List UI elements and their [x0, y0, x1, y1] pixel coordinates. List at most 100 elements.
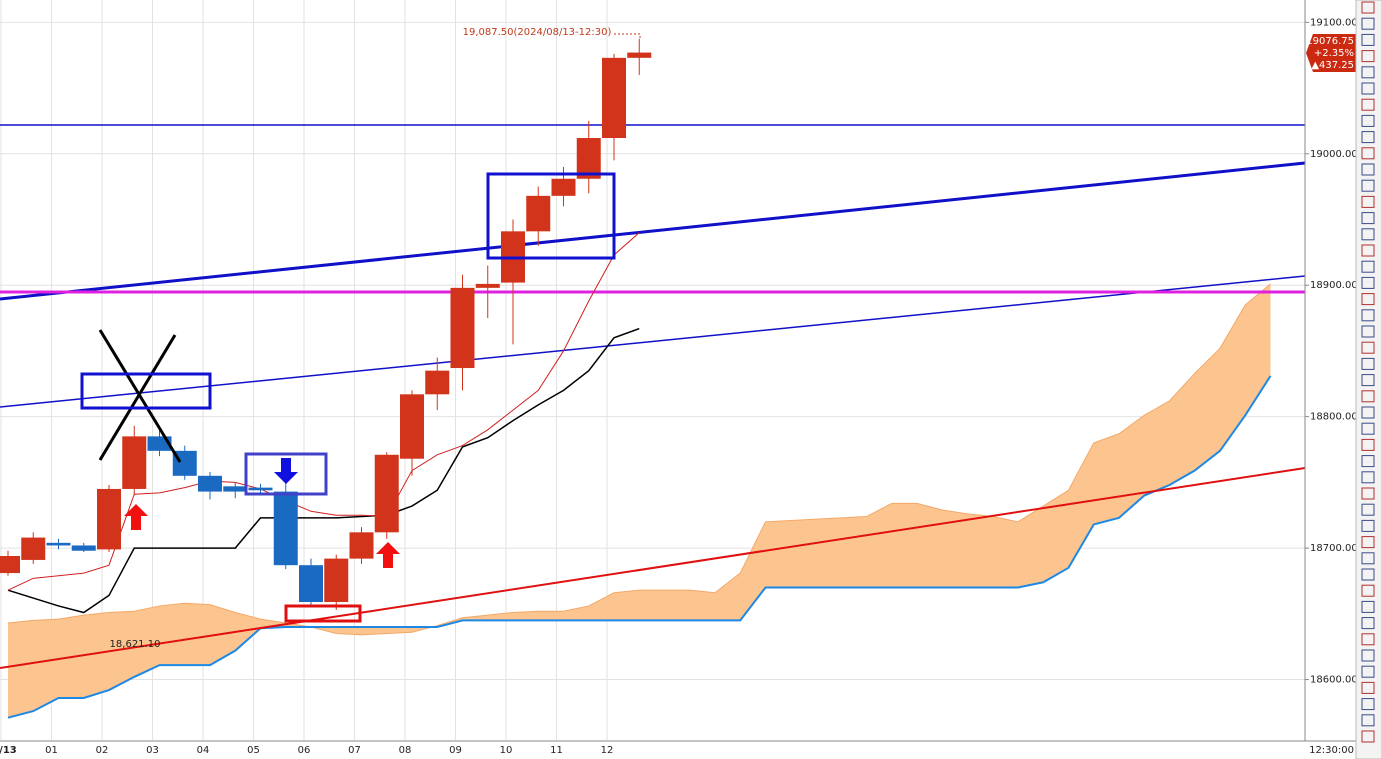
tool-icon[interactable]: [1361, 82, 1375, 95]
cloud: [7, 283, 1272, 719]
tool-icon[interactable]: [1361, 276, 1375, 289]
cloud-fill: [8, 283, 1271, 718]
candle-body: [299, 565, 323, 602]
x-tick-label: 12: [601, 745, 614, 756]
x-tick-label: 09: [449, 745, 462, 756]
tool-icon[interactable]: [1361, 617, 1375, 630]
tool-icon[interactable]: [1361, 293, 1375, 306]
trend-line: [0, 161, 1306, 301]
candle-body: [374, 454, 399, 533]
x-tick-label: 11: [550, 745, 563, 756]
x-tick-label: 10: [500, 745, 513, 756]
box: [284, 604, 362, 623]
tool-icon[interactable]: [1361, 681, 1375, 694]
tool-icon[interactable]: [1361, 471, 1375, 484]
candle-body: [21, 537, 46, 560]
tool-icon[interactable]: [1361, 568, 1375, 581]
candle-body: [324, 558, 349, 602]
tool-icon[interactable]: [1361, 438, 1375, 451]
tool-icon[interactable]: [1361, 179, 1375, 192]
candle-body: [576, 138, 601, 179]
tool-icon[interactable]: [1361, 260, 1375, 273]
price-tag: [1306, 34, 1356, 72]
indicator-line: [7, 327, 640, 614]
tool-icon[interactable]: [1361, 228, 1375, 241]
tool-icon[interactable]: [1361, 33, 1375, 46]
tool-icon[interactable]: [1361, 633, 1375, 646]
toolbar: [1355, 0, 1382, 759]
tool-icon[interactable]: [1361, 147, 1375, 160]
tool-icon[interactable]: [1361, 519, 1375, 532]
candle-body: [475, 283, 500, 288]
tool-icon[interactable]: [1361, 487, 1375, 500]
x-tick-label: 07: [348, 745, 361, 756]
toolbar-icons: [1361, 1, 1375, 743]
candle-body: [0, 555, 20, 574]
tool-icon[interactable]: [1361, 649, 1375, 662]
tool-icon[interactable]: [1361, 730, 1375, 743]
tool-icon[interactable]: [1361, 552, 1375, 565]
price-value: 19076.75: [1306, 36, 1354, 47]
x-tick-label: 04: [197, 745, 210, 756]
candle-body: [248, 487, 273, 491]
tool-icon[interactable]: [1361, 584, 1375, 597]
candle-body: [526, 195, 551, 232]
tool-icon[interactable]: [1361, 341, 1375, 354]
cross-stroke: [98, 334, 177, 461]
tool-icon[interactable]: [1361, 374, 1375, 387]
tool-icon[interactable]: [1361, 50, 1375, 63]
tool-icon[interactable]: [1361, 195, 1375, 208]
candle-body: [71, 545, 96, 551]
box: [486, 172, 616, 260]
tool-icon[interactable]: [1361, 600, 1375, 613]
candle-body: [551, 178, 576, 196]
tool-icon[interactable]: [1361, 536, 1375, 549]
high-annotation: 19,087.50(2024/08/13-12:30): [463, 27, 612, 38]
x-tick-label: 08: [399, 745, 412, 756]
tool-icon[interactable]: [1361, 665, 1375, 678]
y-tick-label: 18700.00: [1310, 543, 1358, 554]
candle-body: [273, 491, 298, 566]
candle-body: [223, 486, 248, 492]
candle-body: [349, 532, 374, 559]
time-label: 12:30:00: [1309, 745, 1354, 756]
tool-icon[interactable]: [1361, 406, 1375, 419]
tool-icon[interactable]: [1361, 66, 1375, 79]
y-tick-label: 19100.00: [1310, 17, 1358, 28]
tool-icon[interactable]: [1361, 17, 1375, 30]
cloud-upper: [7, 283, 1271, 636]
up-arrow: [124, 504, 148, 530]
y-tick-label: 19000.00: [1310, 149, 1358, 160]
tool-icon[interactable]: [1361, 390, 1375, 403]
down-arrow: [274, 458, 298, 484]
up-arrow: [376, 542, 400, 568]
candle-body: [122, 436, 147, 489]
grid: [0, 0, 1305, 740]
x-tick-label: 08/13: [0, 745, 17, 756]
candle-body: [425, 370, 450, 395]
tool-icon[interactable]: [1361, 212, 1375, 225]
tool-icon[interactable]: [1361, 698, 1375, 711]
candle-body: [627, 52, 652, 58]
y-tick-label: 18600.00: [1310, 675, 1358, 686]
tool-icon[interactable]: [1361, 1, 1375, 14]
low-annotation: 18,621.10: [110, 639, 161, 650]
tool-icon[interactable]: [1361, 455, 1375, 468]
tool-icon[interactable]: [1361, 98, 1375, 111]
drawings: [0, 124, 1306, 669]
tool-icon[interactable]: [1361, 244, 1375, 257]
tool-icon[interactable]: [1361, 357, 1375, 370]
box: [244, 452, 328, 496]
tool-icon[interactable]: [1361, 114, 1375, 127]
tool-icon[interactable]: [1361, 163, 1375, 176]
tool-icon[interactable]: [1361, 131, 1375, 144]
tool-icon[interactable]: [1361, 325, 1375, 338]
tool-icon[interactable]: [1361, 309, 1375, 322]
tool-icon[interactable]: [1361, 714, 1375, 727]
tool-icon[interactable]: [1361, 503, 1375, 516]
x-tick-label: 03: [146, 745, 159, 756]
candle-body: [97, 488, 121, 550]
tool-icon[interactable]: [1361, 422, 1375, 435]
